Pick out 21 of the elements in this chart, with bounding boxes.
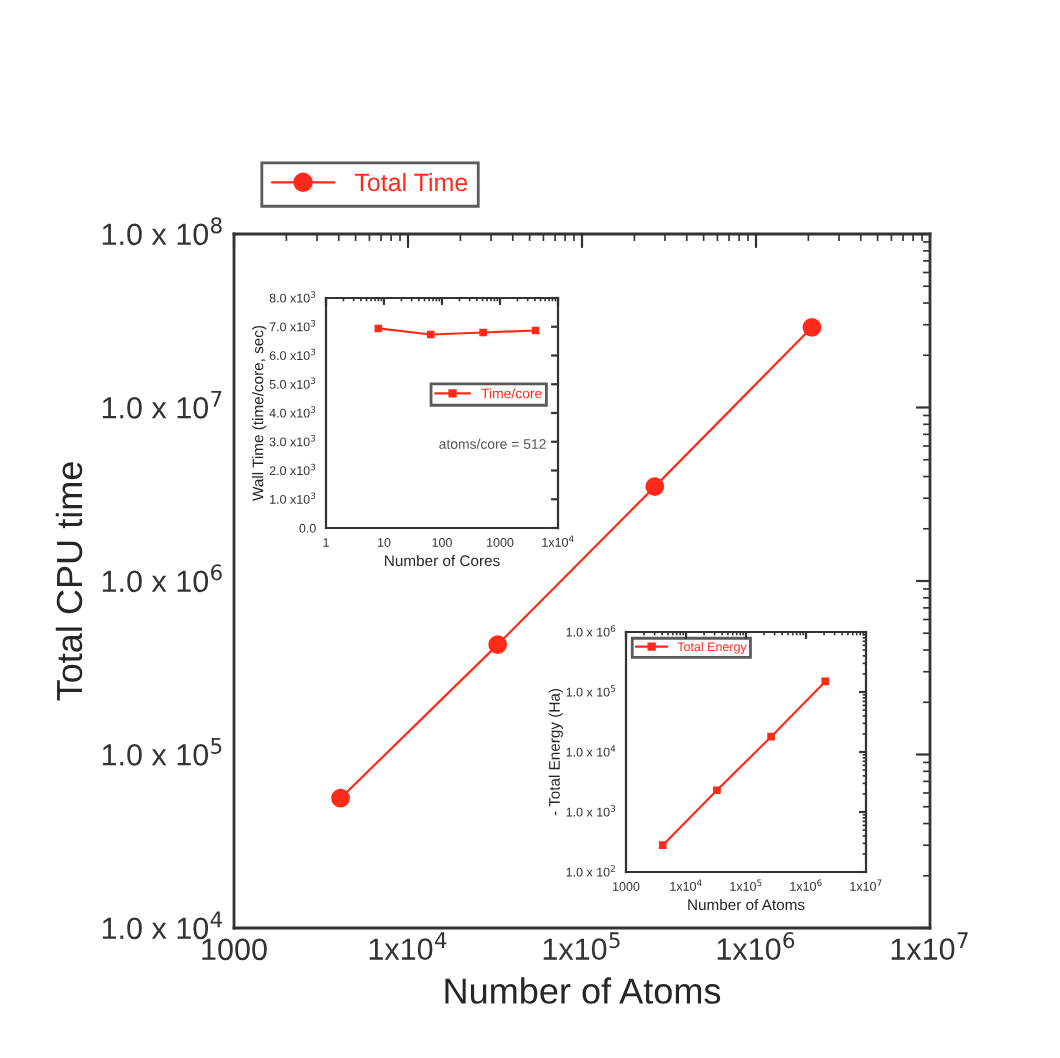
- y-axis-title: Total CPU time: [55, 462, 83, 701]
- y-tick-label: 1.0 x 10$^{4}$: [102, 911, 222, 940]
- y-tick-label: 1.0 x 10$^{6}$: [102, 564, 222, 593]
- x-tick-label: 1x10$^{5}$: [543, 932, 620, 960]
- point: [488, 635, 508, 654]
- point: [821, 677, 830, 686]
- y-tick-label: 1.0 x 10$^{7}$: [102, 391, 222, 419]
- x-tick-label: 1x10$^{4}$: [369, 932, 447, 960]
- point: [658, 841, 667, 849]
- point: [645, 477, 665, 496]
- x-tick-label: 1000: [202, 938, 267, 961]
- point: [331, 788, 350, 808]
- y-tick-label: 1.0 x 10$^{5}$: [102, 738, 222, 766]
- point: [802, 317, 822, 337]
- point: [713, 786, 721, 795]
- y-tick-label: 1.0 x 10$^{8}$: [102, 217, 222, 246]
- x-axis-title: Number of Atoms: [445, 977, 721, 1004]
- x-tick-label: 1x10$^{6}$: [717, 932, 795, 960]
- point: [767, 732, 775, 741]
- legend-label: Total Time: [354, 172, 468, 192]
- x-tick-label: 1x10$^{7}$: [891, 932, 968, 960]
